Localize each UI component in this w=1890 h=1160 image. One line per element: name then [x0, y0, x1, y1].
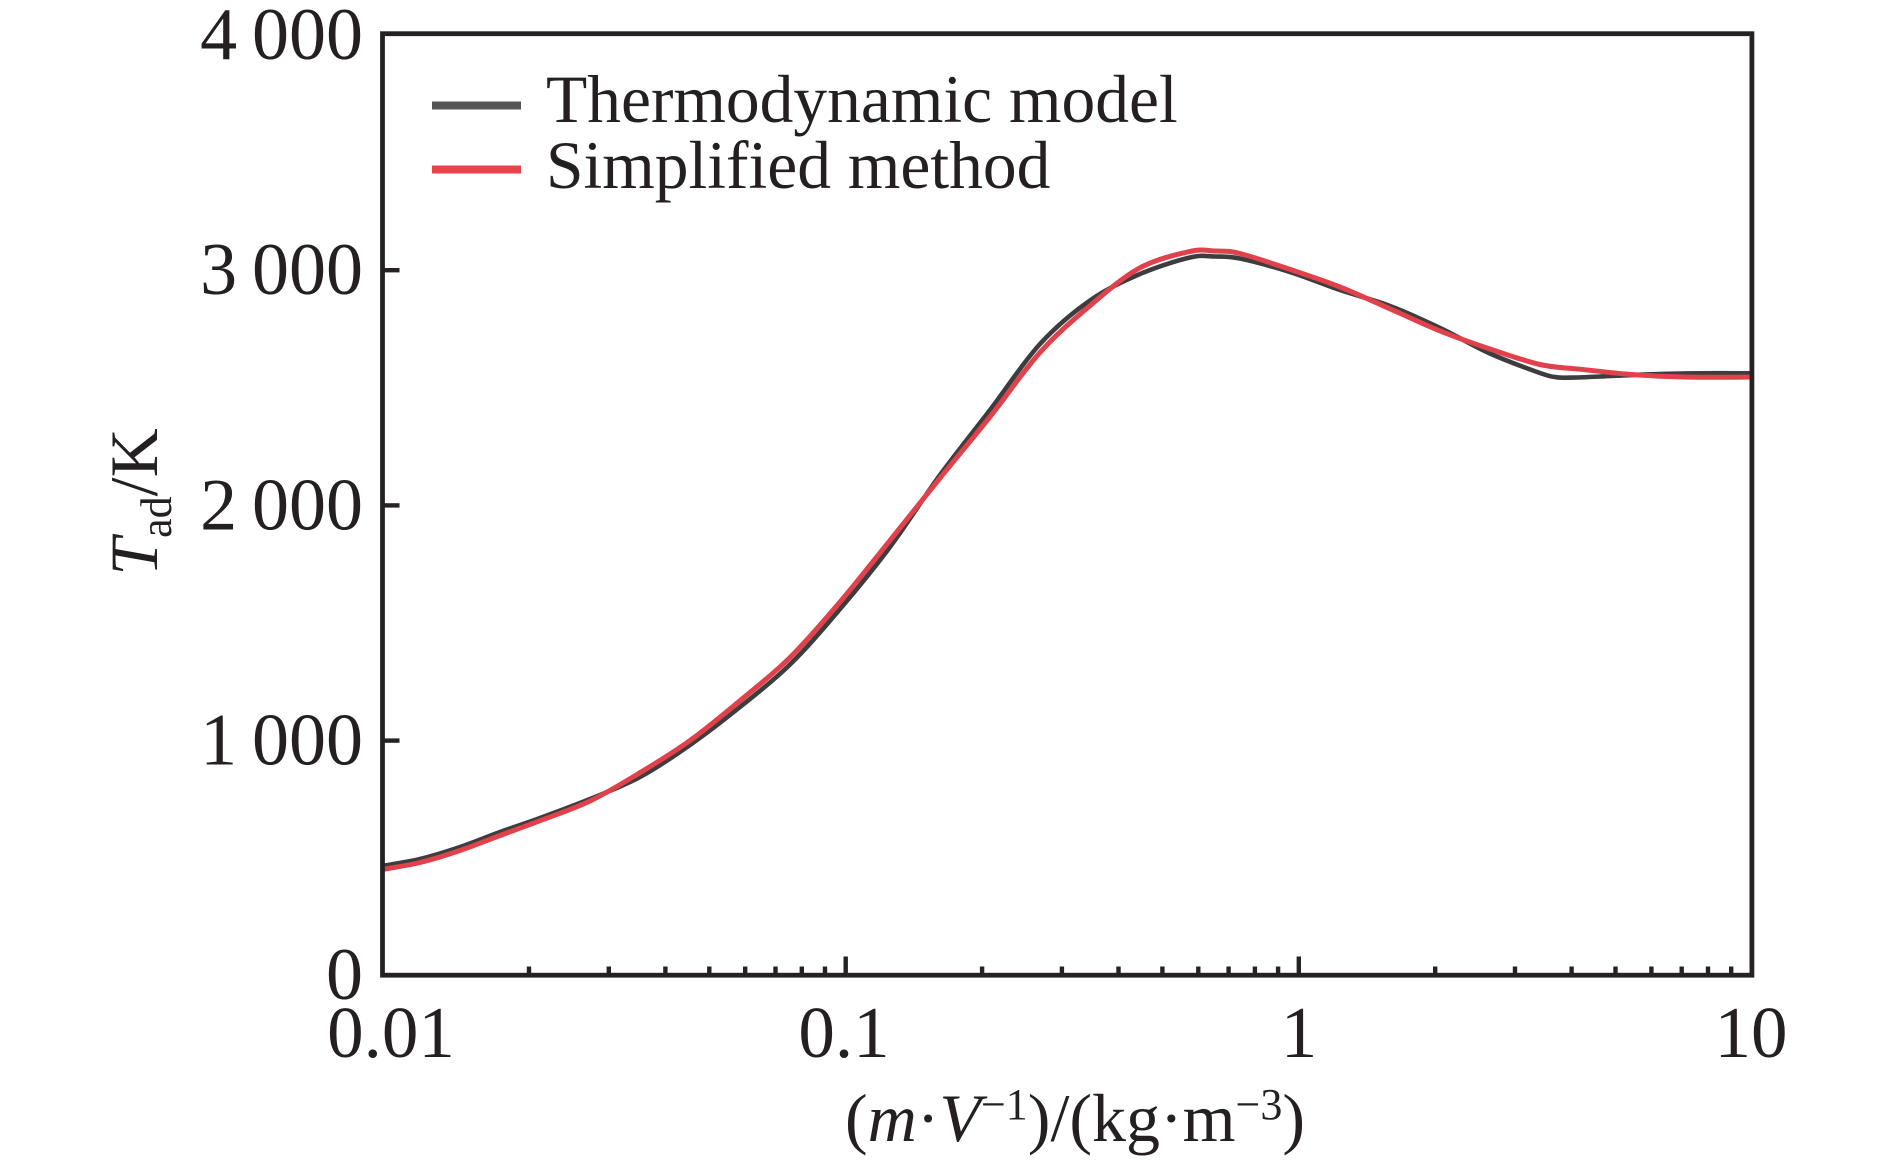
svg-text:4 000: 4 000 — [200, 0, 363, 76]
svg-text:0.1: 0.1 — [798, 992, 889, 1073]
svg-text:0: 0 — [326, 934, 363, 1016]
svg-text:3 000: 3 000 — [200, 229, 363, 311]
svg-text:1: 1 — [1281, 992, 1318, 1073]
svg-text:0.01: 0.01 — [327, 992, 455, 1073]
svg-text:1 000: 1 000 — [200, 700, 363, 782]
svg-text:Simplified method: Simplified method — [546, 128, 1050, 203]
svg-text:10: 10 — [1715, 992, 1788, 1073]
svg-text:Tad/K: Tad/K — [96, 428, 181, 575]
svg-text:(m·V−1)/(kg·m−3): (m·V−1)/(kg·m−3) — [845, 1080, 1305, 1156]
svg-text:Thermodynamic model: Thermodynamic model — [546, 62, 1178, 137]
svg-text:2 000: 2 000 — [200, 464, 363, 546]
